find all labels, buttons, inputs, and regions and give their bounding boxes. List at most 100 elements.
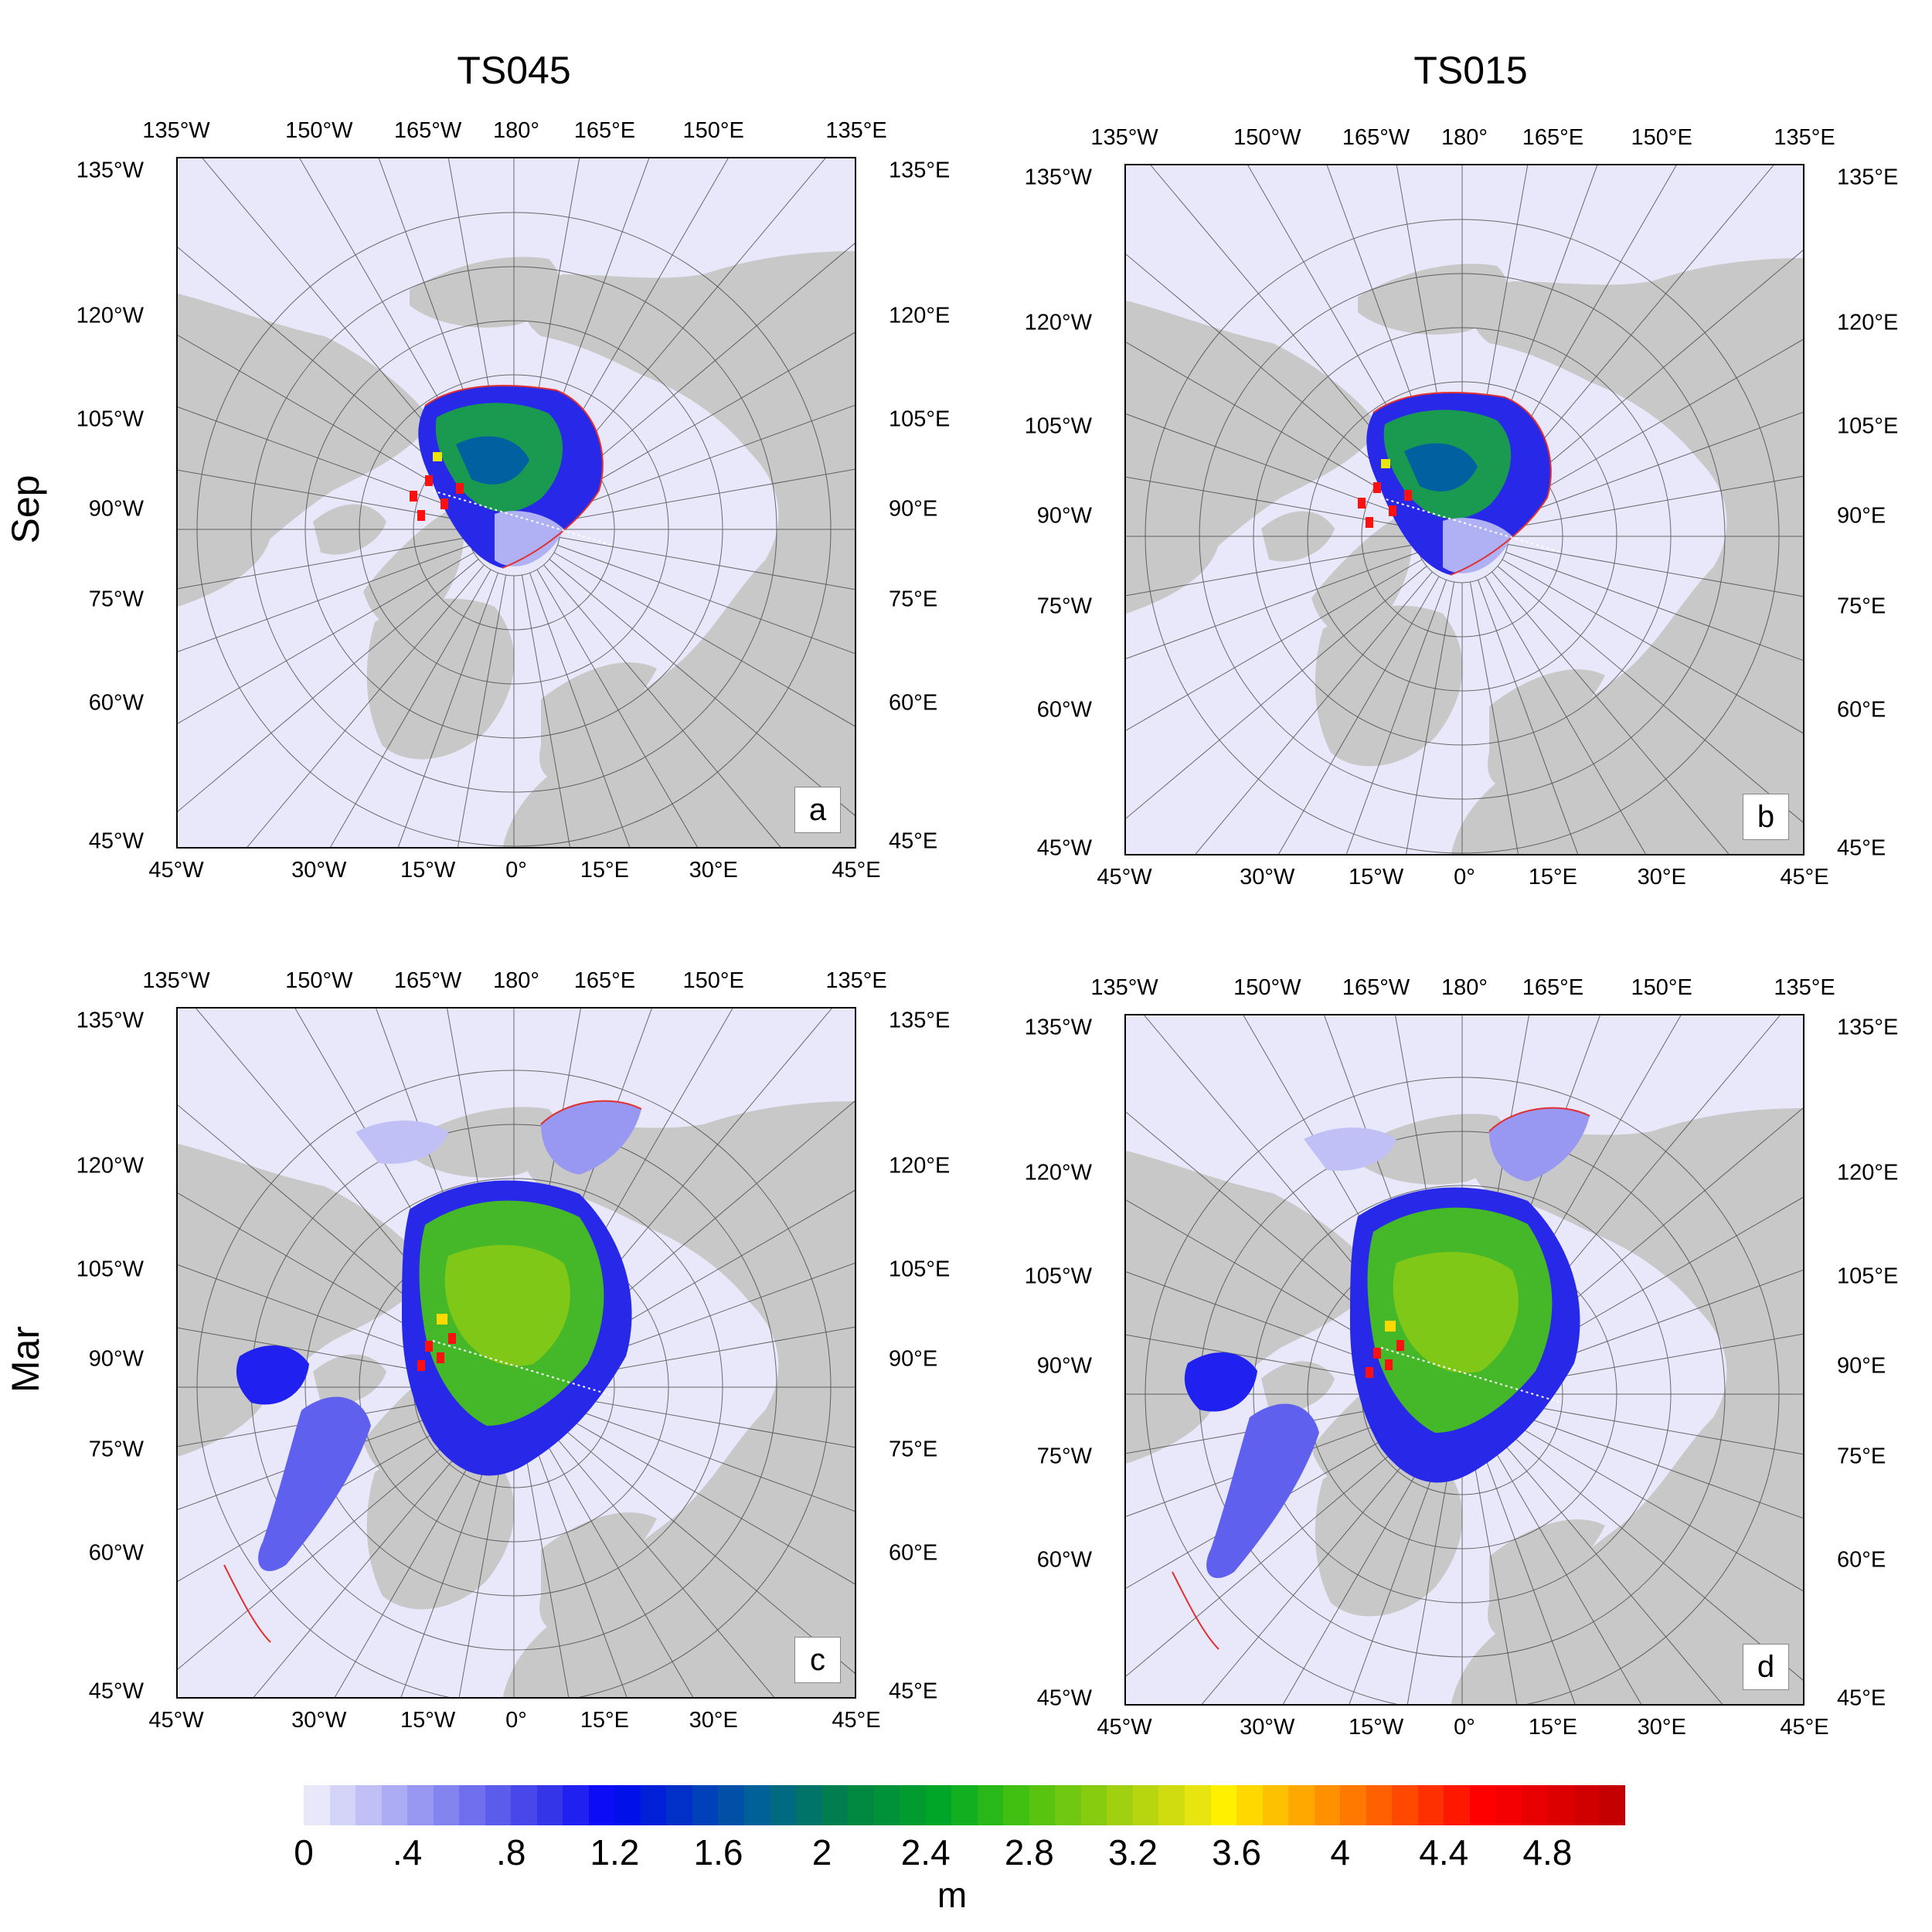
colorbar-cell: [770, 1785, 797, 1825]
land-north-america: [178, 294, 433, 603]
land-eurasia: [1451, 258, 1803, 854]
colorbar-cell: [1288, 1785, 1315, 1825]
colorbar-label: 0: [294, 1832, 314, 1872]
colorbar-cell: [1599, 1785, 1626, 1825]
colorbar-cell: [407, 1785, 434, 1825]
colorbar-cell: [1547, 1785, 1574, 1825]
colorbar-label: 1.6: [693, 1832, 743, 1872]
polar-map: [178, 1009, 855, 1697]
colorbar-cell: [1080, 1785, 1107, 1825]
tick-label-left: 135°W: [76, 158, 144, 183]
tick-label-right: 135°E: [889, 158, 951, 183]
tick-label-left: 135°W: [1024, 1015, 1092, 1040]
tick-label-left: 60°W: [1036, 697, 1092, 723]
tick-label-bottom: 15°E: [580, 1708, 629, 1733]
tick-label-left: 60°W: [88, 690, 144, 716]
tick-label-left: 60°W: [1036, 1547, 1092, 1573]
tick-label-left: 120°W: [1024, 310, 1092, 335]
panel-letter-b: b: [1743, 794, 1789, 840]
tick-label-bottom: 30°E: [1637, 865, 1686, 889]
tick-label-top: 180°: [493, 118, 539, 143]
land-greenland: [1315, 605, 1463, 767]
colorbar-cell: [1132, 1785, 1159, 1825]
tick-label-bottom: 15°E: [1528, 865, 1577, 889]
colorbar-cell: [1262, 1785, 1289, 1825]
colorbar-cell: [304, 1785, 331, 1825]
tick-label-top: 165°E: [573, 118, 636, 143]
colorbar-cell: [1573, 1785, 1600, 1825]
colorbar-cell: [951, 1785, 978, 1825]
colorbar-label: 4: [1330, 1832, 1350, 1872]
tick-label-right: 90°E: [889, 1346, 938, 1372]
column-title-ts015: TS015: [1413, 49, 1528, 92]
tick-label-right: 75°E: [889, 587, 938, 612]
tick-label-left: 75°W: [88, 1437, 144, 1462]
tick-label-bottom: 15°W: [1348, 1715, 1404, 1740]
graticule: [178, 158, 855, 847]
colorbar-cell: [873, 1785, 900, 1825]
land-alaska: [178, 529, 270, 607]
tick-label-left: 120°W: [1024, 1160, 1092, 1185]
tick-label-top: 180°: [493, 968, 539, 993]
colorbar-cell: [821, 1785, 849, 1825]
tick-label-right: 45°E: [889, 1679, 938, 1704]
colorbar-cell: [381, 1785, 408, 1825]
colorbar-cell: [563, 1785, 590, 1825]
tick-label-left: 120°W: [76, 1153, 144, 1179]
colorbar-cell: [744, 1785, 771, 1825]
tick-label-left: 45°W: [88, 828, 144, 854]
tick-label-top: 135°W: [142, 968, 210, 993]
panel-letter-d: d: [1743, 1644, 1789, 1690]
tick-label-right: 45°E: [889, 828, 938, 854]
tick-label-left: 45°W: [88, 1679, 144, 1704]
tick-label-top: 165°E: [573, 968, 636, 993]
tick-label-bottom: 45°W: [148, 858, 204, 883]
tick-label-top: 135°E: [825, 118, 887, 143]
colorbar-cell: [1366, 1785, 1393, 1825]
tick-label-bottom: 15°W: [1348, 865, 1404, 889]
land-eurasia: [1451, 1108, 1803, 1704]
tick-label-left: 120°W: [76, 303, 144, 328]
colorbar-cell: [1392, 1785, 1419, 1825]
tick-label-top: 150°E: [682, 968, 744, 993]
colorbar-cell: [900, 1785, 927, 1825]
land-scandinavia: [539, 1512, 657, 1631]
tick-label-bottom: 45°W: [148, 1708, 204, 1733]
tick-label-right: 90°E: [889, 496, 938, 522]
tick-label-top: 135°E: [1774, 975, 1835, 1000]
map-panel-b: b: [1124, 164, 1804, 855]
tick-label-bottom: 30°E: [689, 858, 738, 883]
tick-label-right: 90°E: [1837, 503, 1886, 529]
tick-label-top: 150°W: [285, 118, 353, 143]
tick-label-top: 135°E: [825, 968, 887, 993]
tick-label-top: 165°E: [1522, 975, 1584, 1000]
panel-letter-c: c: [794, 1637, 841, 1683]
tick-label-top: 150°E: [1631, 975, 1692, 1000]
tick-label-bottom: 45°E: [832, 1708, 881, 1733]
colorbar-cell: [1055, 1785, 1082, 1825]
colorbar-cell: [1210, 1785, 1237, 1825]
tick-label-right: 120°E: [889, 1153, 951, 1179]
tick-label-right: 75°E: [1837, 1444, 1886, 1469]
tick-label-left: 75°W: [1036, 594, 1092, 619]
land-archipelago: [363, 506, 464, 628]
colorbar: [304, 1785, 1626, 1825]
tick-label-left: 90°W: [88, 496, 144, 522]
tick-label-left: 90°W: [1036, 1353, 1092, 1379]
tick-label-top: 135°W: [1090, 125, 1158, 150]
graticule: [178, 1009, 855, 1697]
sea-ice-thickness: [223, 1100, 642, 1643]
tick-label-bottom: 0°: [1454, 865, 1475, 889]
colorbar-label: 1.2: [590, 1832, 640, 1872]
colorbar-cell: [977, 1785, 1004, 1825]
column-title-ts045: TS045: [457, 49, 571, 92]
tick-label-left: 135°W: [1024, 165, 1092, 190]
land-scandinavia: [1488, 1519, 1605, 1638]
colorbar-label: .4: [392, 1832, 423, 1872]
land-greenland: [1315, 1455, 1463, 1617]
tick-label-right: 105°E: [1837, 1264, 1899, 1289]
tick-label-left: 45°W: [1036, 1685, 1092, 1711]
tick-label-right: 135°E: [1837, 165, 1899, 190]
tick-label-top: 135°W: [142, 118, 210, 143]
colorbar-cell: [355, 1785, 383, 1825]
